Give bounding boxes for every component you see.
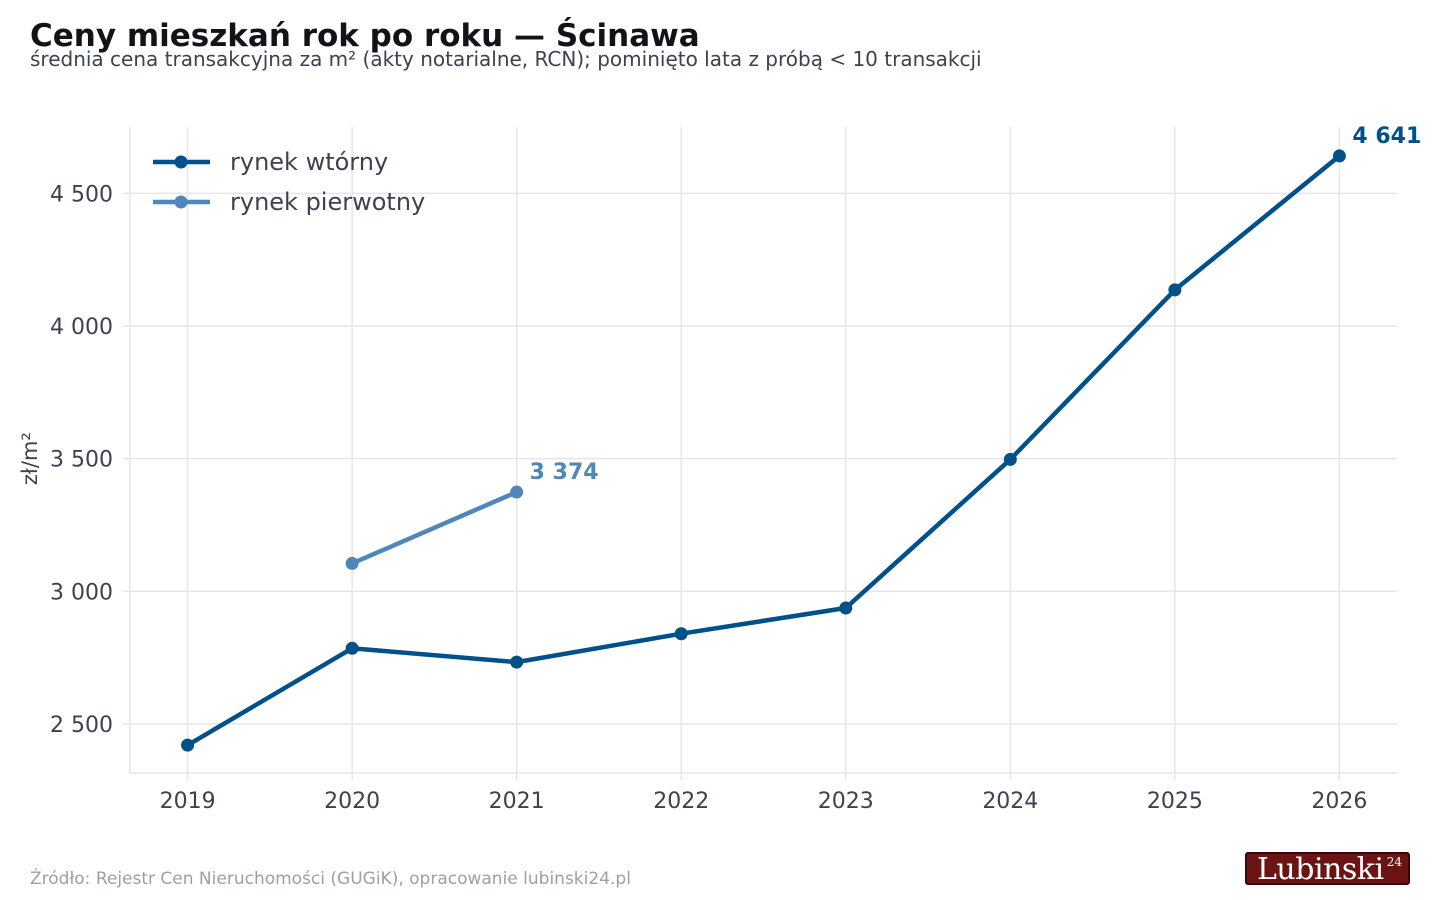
data-point: [1168, 283, 1182, 297]
y-tick-label: 2 500: [50, 713, 113, 738]
source-note: Źródło: Rejestr Cen Nieruchomości (GUGiK…: [30, 869, 631, 889]
legend-label: rynek wtórny: [230, 148, 388, 176]
data-point: [510, 655, 524, 669]
x-tick-label: 2025: [1147, 789, 1203, 814]
legend-label: rynek pierwotny: [230, 188, 425, 216]
data-point: [839, 601, 853, 615]
data-point: [345, 556, 359, 570]
series-line: [349, 489, 519, 566]
data-point: [510, 485, 524, 499]
lubinski24-logo: Lubinski 24: [1245, 852, 1410, 887]
x-tick-label: 2024: [982, 789, 1038, 814]
legend-marker: [174, 195, 188, 209]
chart-title: Ceny mieszkań rok po roku — Ścinawa: [30, 18, 700, 54]
legend-marker: [174, 155, 188, 169]
data-point: [674, 627, 688, 641]
data-label: 3 374: [530, 460, 599, 485]
y-tick-label: 3 000: [50, 580, 113, 605]
x-tick-label: 2019: [160, 789, 216, 814]
y-tick-label: 3 500: [50, 448, 113, 473]
data-point: [1003, 452, 1017, 466]
x-tick-label: 2023: [818, 789, 874, 814]
x-tick-label: 2026: [1311, 789, 1367, 814]
logo-text: Lubinski: [1257, 852, 1384, 887]
logo-superscript: 24: [1386, 855, 1402, 869]
chart-subtitle: średnia cena transakcyjna za m² (akty no…: [30, 47, 982, 71]
series-line: [185, 153, 1342, 748]
y-axis-label: zł/m²: [18, 432, 42, 485]
data-point: [1332, 149, 1346, 163]
x-tick-label: 2020: [324, 789, 380, 814]
x-tick-label: 2021: [489, 789, 545, 814]
data-label: 4 641: [1352, 124, 1421, 149]
data-point: [181, 738, 195, 752]
x-tick-label: 2022: [653, 789, 709, 814]
y-tick-label: 4 500: [50, 182, 113, 207]
data-point: [345, 641, 359, 655]
y-tick-label: 4 000: [50, 315, 113, 340]
